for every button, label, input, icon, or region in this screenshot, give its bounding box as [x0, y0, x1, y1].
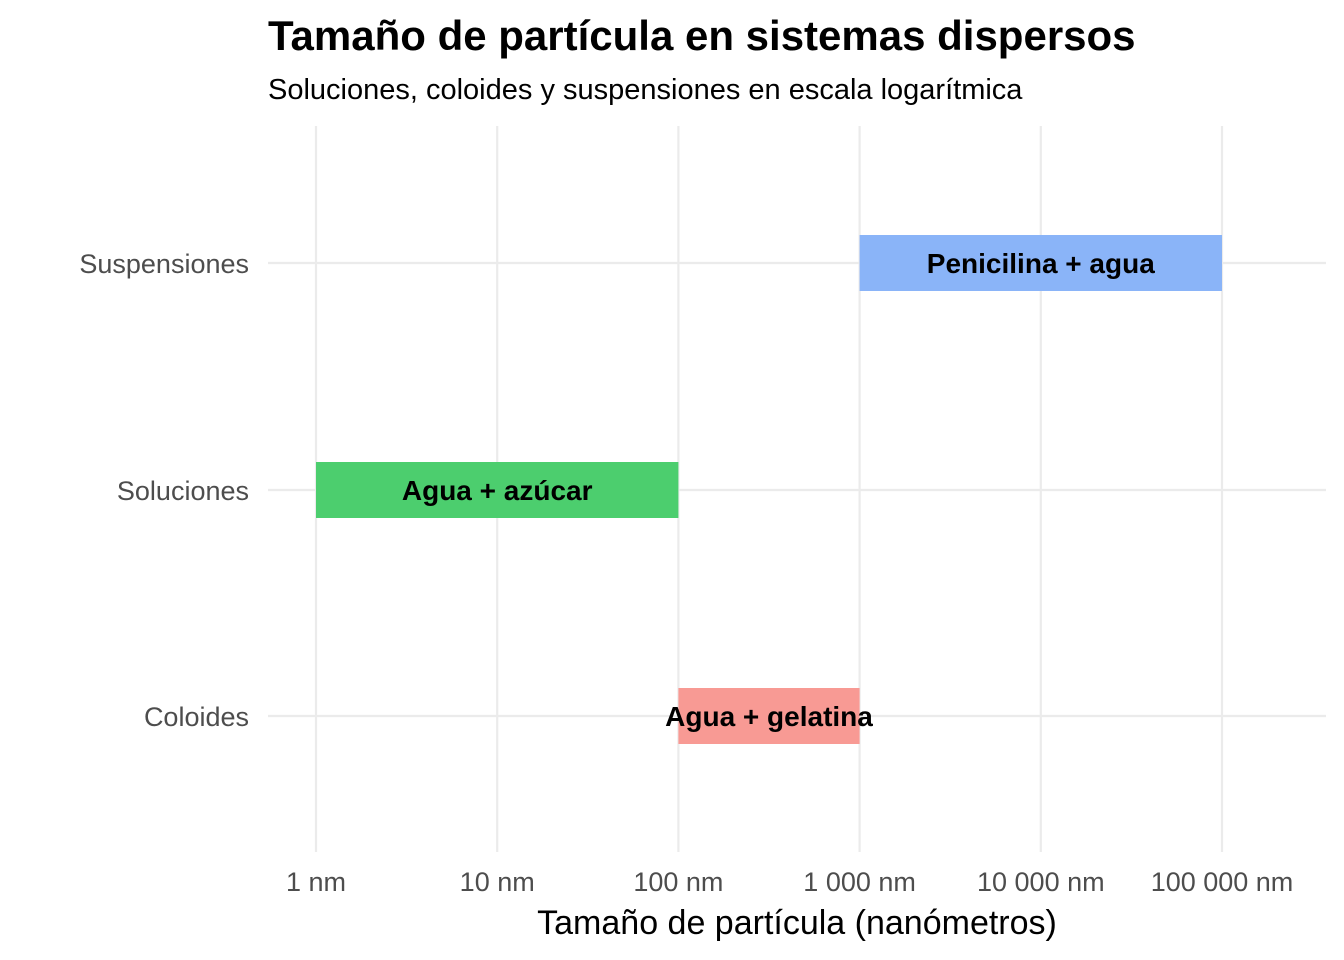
x-tick-label: 1 000 nm	[803, 867, 916, 897]
x-tick-label: 10 000 nm	[977, 867, 1105, 897]
x-tick-label: 10 nm	[460, 867, 535, 897]
y-tick-label: Coloides	[144, 702, 249, 732]
x-tick-label: 1 nm	[286, 867, 346, 897]
y-tick-label: Soluciones	[117, 476, 249, 506]
bar-label: Agua + gelatina	[665, 701, 873, 732]
bar-label: Penicilina + agua	[927, 248, 1155, 279]
bar-label: Agua + azúcar	[402, 475, 593, 506]
x-axis-title: Tamaño de partícula (nanómetros)	[537, 904, 1057, 942]
bar-coloides	[678, 688, 860, 744]
x-tick-label: 100 000 nm	[1151, 867, 1294, 897]
bar-soluciones	[316, 462, 679, 518]
chart-title: Tamaño de partícula en sistemas disperso…	[268, 12, 1136, 59]
y-tick-label: Suspensiones	[79, 249, 249, 279]
bar-suspensiones	[859, 235, 1222, 291]
chart-subtitle: Soluciones, coloides y suspensiones en e…	[268, 74, 1023, 106]
x-tick-label: 100 nm	[633, 867, 723, 897]
